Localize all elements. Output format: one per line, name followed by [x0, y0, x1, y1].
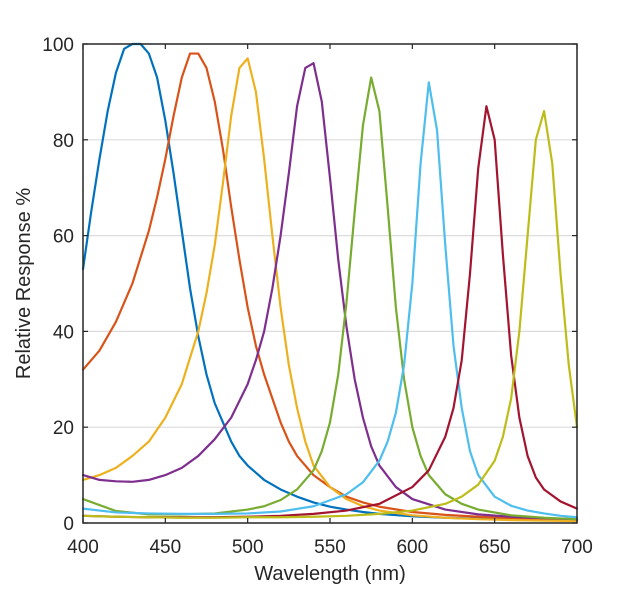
- x-tick-label: 550: [314, 537, 346, 558]
- x-axis-title: Wavelength (nm): [254, 563, 406, 585]
- x-tick-label: 650: [479, 537, 511, 558]
- x-tick-label: 400: [67, 537, 99, 558]
- y-axis-title: Relative Response %: [13, 188, 35, 379]
- series-line-6: [81, 81, 579, 519]
- y-tick-label: 0: [63, 514, 74, 535]
- x-tick-labels: 400 450 500 550 600 650 700: [67, 537, 593, 558]
- x-tick-label: 500: [232, 537, 264, 558]
- x-tick-label: 450: [149, 537, 181, 558]
- series-line-3: [81, 57, 579, 523]
- series-line-4: [81, 62, 579, 521]
- x-tick-label: 600: [396, 537, 428, 558]
- gridlines: [83, 139, 577, 428]
- series-lines: [81, 42, 579, 523]
- series-line-5: [81, 76, 579, 521]
- y-tick-label: 80: [53, 131, 74, 152]
- x-tick-label: 700: [561, 537, 593, 558]
- series-line-8: [81, 109, 579, 519]
- y-tick-label: 40: [53, 322, 74, 343]
- y-tick-label: 100: [42, 35, 74, 56]
- series-line-2: [81, 52, 579, 522]
- series-line-1: [81, 42, 579, 522]
- y-tick-label: 20: [53, 418, 74, 439]
- axis-ticks: [82, 43, 578, 524]
- y-tick-labels: 0 20 40 60 80 100: [42, 35, 74, 535]
- y-tick-label: 60: [53, 227, 74, 248]
